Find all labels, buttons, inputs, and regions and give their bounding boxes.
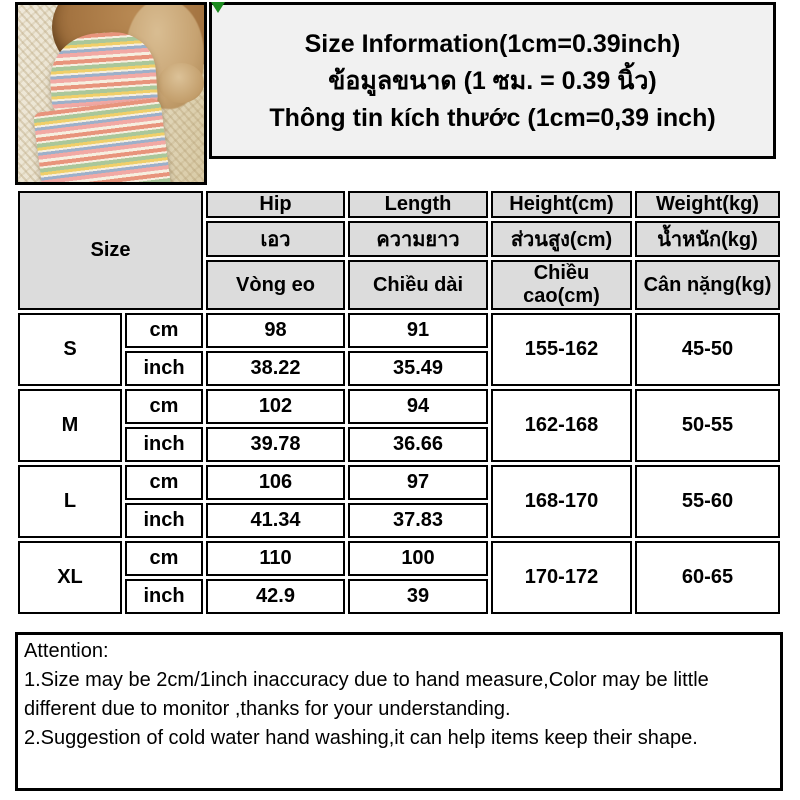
table-row-m-inch: inch 39.78 36.66 — [18, 427, 780, 462]
unit-inch: inch — [125, 351, 203, 386]
s-hip-cm: 98 — [206, 313, 345, 348]
attention-box: Attention: 1.Size may be 2cm/1inch inacc… — [15, 632, 783, 791]
table-row-xl-inch: inch 42.9 39 — [18, 579, 780, 614]
m-length-cm: 94 — [348, 389, 488, 424]
col-header-height-en: Height(cm) — [491, 191, 632, 218]
col-header-weight-vi: Cân nặng(kg) — [635, 260, 780, 310]
col-header-hip-vi: Vòng eo — [206, 260, 345, 310]
xl-hip-inch: 42.9 — [206, 579, 345, 614]
header-row-english: Size Hip Length Height(cm) Weight(kg) — [18, 191, 780, 310]
col-header-height-th: ส่วนสูง(cm) — [491, 221, 632, 257]
size-label-l: L — [18, 465, 122, 538]
title-thai: ข้อมูลขนาด (1 ซม. = 0.39 นิ้ว) — [328, 66, 657, 95]
xl-hip-cm: 110 — [206, 541, 345, 576]
green-corner-marker-icon — [211, 2, 225, 13]
col-header-hip-en: Hip — [206, 191, 345, 218]
s-weight: 45-50 — [635, 313, 780, 386]
size-table: Size Hip Length Height(cm) Weight(kg) เอ… — [15, 188, 783, 617]
xl-length-cm: 100 — [348, 541, 488, 576]
table-row-s-cm: S cm 98 91 155-162 45-50 — [18, 313, 780, 386]
size-label-xl: XL — [18, 541, 122, 614]
col-header-length-th: ความยาว — [348, 221, 488, 257]
s-hip-inch: 38.22 — [206, 351, 345, 386]
m-hip-cm: 102 — [206, 389, 345, 424]
table-row-s-inch: inch 38.22 35.49 — [18, 351, 780, 386]
attention-note-2: 2.Suggestion of cold water hand washing,… — [24, 727, 698, 749]
size-label-s: S — [18, 313, 122, 386]
top-section: Size Information(1cm=0.39inch) ข้อมูลขนา… — [15, 2, 776, 185]
col-header-length-en: Length — [348, 191, 488, 218]
col-header-hip-th: เอว — [206, 221, 345, 257]
xl-height: 170-172 — [491, 541, 632, 614]
table-row-xl-cm: XL cm 110 100 170-172 60-65 — [18, 541, 780, 614]
unit-inch: inch — [125, 503, 203, 538]
l-hip-cm: 106 — [206, 465, 345, 500]
title-vietnamese: Thông tin kích thước (1cm=0,39 inch) — [269, 103, 716, 132]
title-box: Size Information(1cm=0.39inch) ข้อมูลขนา… — [209, 2, 776, 159]
attention-heading: Attention: — [24, 640, 109, 662]
attention-note-1: 1.Size may be 2cm/1inch inaccuracy due t… — [24, 669, 709, 720]
m-weight: 50-55 — [635, 389, 780, 462]
col-header-height-vi: Chiều cao(cm) — [491, 260, 632, 310]
l-height: 168-170 — [491, 465, 632, 538]
size-label-m: M — [18, 389, 122, 462]
col-header-weight-en: Weight(kg) — [635, 191, 780, 218]
unit-inch: inch — [125, 427, 203, 462]
unit-cm: cm — [125, 465, 203, 500]
l-hip-inch: 41.34 — [206, 503, 345, 538]
title-english: Size Information(1cm=0.39inch) — [304, 29, 681, 58]
striped-fabric-fold — [32, 97, 172, 182]
col-header-weight-th: น้ำหนัก(kg) — [635, 221, 780, 257]
s-length-cm: 91 — [348, 313, 488, 348]
s-height: 155-162 — [491, 313, 632, 386]
l-weight: 55-60 — [635, 465, 780, 538]
product-photo — [15, 2, 207, 185]
unit-cm: cm — [125, 313, 203, 348]
col-header-length-vi: Chiều dài — [348, 260, 488, 310]
unit-inch: inch — [125, 579, 203, 614]
header-row-thai: เอว ความยาว ส่วนสูง(cm) น้ำหนัก(kg) — [18, 221, 780, 257]
m-hip-inch: 39.78 — [206, 427, 345, 462]
unit-cm: cm — [125, 541, 203, 576]
table-row-l-cm: L cm 106 97 168-170 55-60 — [18, 465, 780, 538]
size-header: Size — [18, 191, 203, 310]
l-length-cm: 97 — [348, 465, 488, 500]
s-length-inch: 35.49 — [348, 351, 488, 386]
table-row-l-inch: inch 41.34 37.83 — [18, 503, 780, 538]
xl-length-inch: 39 — [348, 579, 488, 614]
l-length-inch: 37.83 — [348, 503, 488, 538]
m-height: 162-168 — [491, 389, 632, 462]
m-length-inch: 36.66 — [348, 427, 488, 462]
header-row-vietnamese: Vòng eo Chiều dài Chiều cao(cm) Cân nặng… — [18, 260, 780, 310]
teddy-bear-paw — [158, 63, 204, 103]
table-row-m-cm: M cm 102 94 162-168 50-55 — [18, 389, 780, 462]
unit-cm: cm — [125, 389, 203, 424]
xl-weight: 60-65 — [635, 541, 780, 614]
